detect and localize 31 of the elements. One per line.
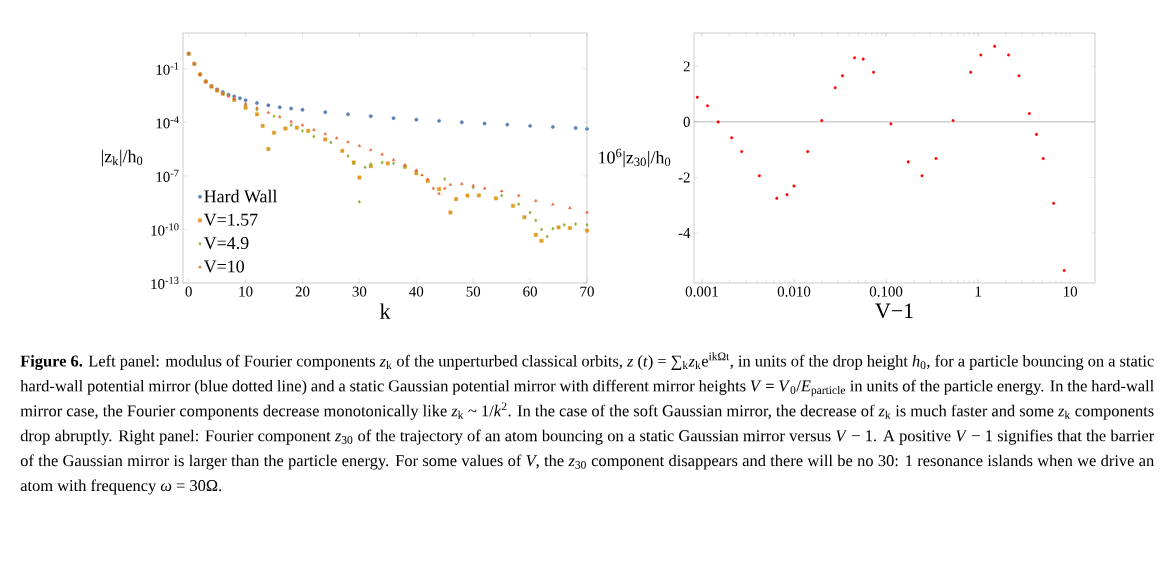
x-tick-label: 40 [409, 286, 424, 297]
x-tick-label: 20 [295, 286, 310, 297]
y-tick-label: -4 [678, 228, 691, 238]
y-tick-label: 2 [683, 61, 690, 72]
x-tick-label: 50 [466, 286, 481, 297]
y-tick-label: 0 [683, 116, 690, 127]
y-tick-label: 10$^{-4}$ [156, 116, 179, 129]
y-tick-label: 10$^{-13}$ [151, 276, 179, 290]
x-axis-title: V−1 [875, 303, 913, 319]
x-tick-label: 60 [523, 286, 537, 297]
legend-label: V=4.9 [203, 237, 249, 250]
x-tick-label: 10 [239, 286, 253, 297]
y-tick-label: -2 [678, 172, 690, 183]
x-tick-label: 0.100 [869, 286, 903, 297]
legend-label: V=10 [203, 260, 244, 273]
text: Figure 6. Left panel: modulus of Fourier components z$_{k}$ of the unperturbed classical orbits, z (t) = ∑$_{k}$z$_{k}$e$^{ikΩt}$, in units of the drop height h$_{0}$, for a particle bouncing on a static hard-wall potential mirror (blue dotted line) and a static Gaussian potential mirror with different mirror heights V = V$_{0}$/E$_{particle}$ in units of the particle energy. In the hard-wall mirror case, the Fourier components decrease monotonically like z$_{k}$ ~ 1/k$^{2}$. In the case of the soft Gaussian mirror, the decrease of z$_{k}$ is much faster and some z$_{k}$ components drop abruptly. Right panel: Fourier component z$_{30}$ of the trajectory of an atom bouncing on a static Gaussian mirror versus V − 1. A positive V − 1 signifies that the barrier of the Gaussian mirror is larger than the particle energy. For some values of V, the z$_{30}$ component disappears and there will be no 30: 1 resonance islands when we drive an atom with frequency ω = 30Ω. [20, 352, 1155, 495]
x-tick-label: 1 [975, 286, 981, 297]
x-tick-label: 30 [352, 286, 367, 297]
legend-label: Hard Wall [204, 189, 278, 203]
y-tick-label: 10$^{-7}$ [156, 169, 179, 182]
y-tick-label: 10$^{-1}$ [156, 62, 179, 75]
x-tick-label: 0.001 [685, 286, 718, 297]
y-tick-label: 10$^{-10}$ [151, 223, 179, 236]
x-tick-label: 0.010 [777, 286, 811, 297]
x-axis-title: k [379, 303, 391, 319]
x-tick-label: 0 [185, 286, 192, 297]
y-axis-title: 10$^{6}$|z$_{30}$|/h$_{0}$ [599, 148, 671, 168]
x-tick-label: 70 [580, 286, 594, 297]
y-axis-title: |z$_{k}$|/h$_{0}$ [101, 149, 143, 167]
x-tick-label: 10 [1064, 286, 1078, 297]
legend-label: V=1.57 [203, 213, 258, 226]
